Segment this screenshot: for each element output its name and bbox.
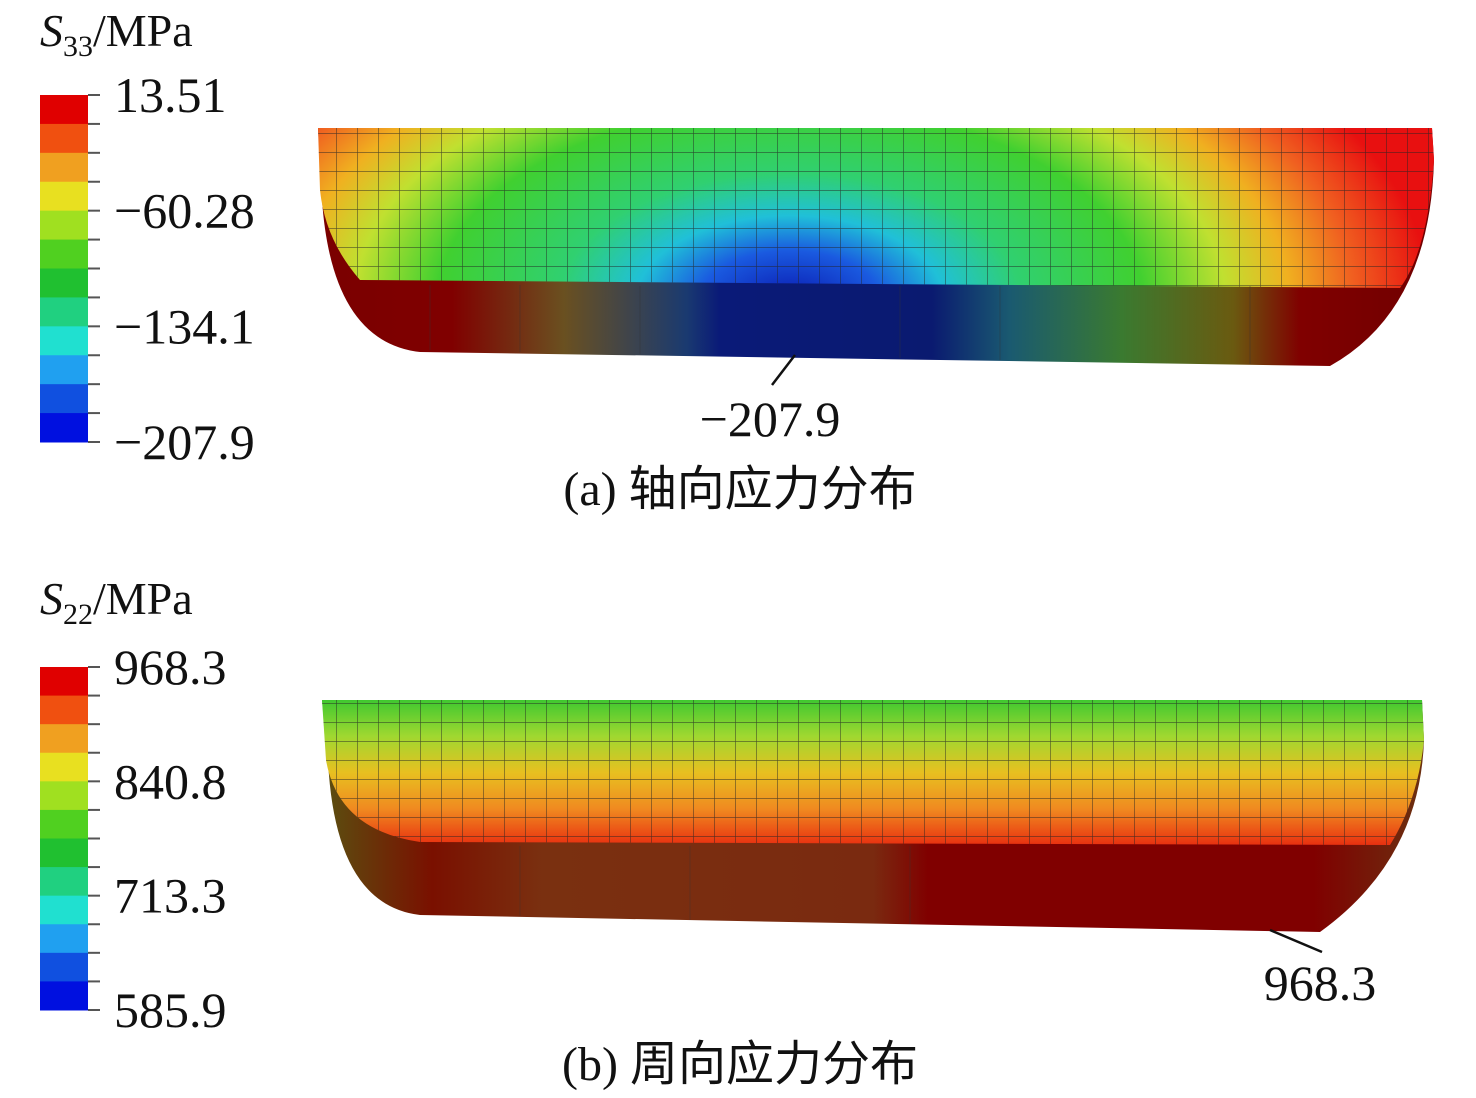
legend-label: −134.1 (114, 298, 255, 354)
legend-band (40, 95, 88, 125)
legend-band (40, 413, 88, 443)
legend-band (40, 695, 88, 725)
legend-label: −207.9 (114, 414, 255, 470)
legend-band (40, 838, 88, 868)
caption: (b) 周向应力分布 (562, 1038, 918, 1091)
legend-band (40, 752, 88, 782)
legend-band (40, 724, 88, 754)
legend-label: 585.9 (114, 982, 227, 1038)
legend-band (40, 895, 88, 925)
legend-label: 13.51 (114, 67, 227, 123)
legend-band (40, 239, 88, 269)
legend-band (40, 952, 88, 982)
legend-band (40, 667, 88, 697)
unit: /MPa (93, 5, 193, 56)
legend-band (40, 781, 88, 811)
legend-band (40, 326, 88, 356)
legend-label: 968.3 (114, 639, 227, 695)
subscript: 33 (63, 30, 93, 63)
legend-label: −60.28 (114, 183, 255, 239)
legend-label: 840.8 (114, 753, 227, 809)
legend-label: 713.3 (114, 868, 227, 924)
stress-model-b (322, 700, 1424, 932)
leader-line (1269, 928, 1323, 954)
legend-band (40, 981, 88, 1011)
annotation: 968.3 (1264, 955, 1377, 1011)
legend-band (40, 924, 88, 954)
annotation: −207.9 (700, 391, 841, 447)
legend-title: S33/MPa (40, 5, 193, 63)
legend-band (40, 210, 88, 241)
legend-band (40, 384, 88, 414)
legend-band (40, 268, 88, 298)
unit: /MPa (93, 573, 193, 624)
caption: (a) 轴向应力分布 (563, 463, 916, 516)
legend-title: S22/MPa (40, 573, 193, 631)
symbol: S (40, 5, 63, 56)
leader-line (771, 354, 796, 386)
symbol: S (40, 573, 63, 624)
legend-band (40, 297, 88, 327)
legend-band (40, 181, 88, 212)
legend-band (40, 123, 88, 154)
legend-band (40, 152, 88, 183)
legend-band (40, 867, 88, 897)
legend-band (40, 355, 88, 385)
legend-band (40, 809, 88, 839)
stress-model-a (318, 128, 1434, 366)
subscript: 22 (63, 598, 93, 631)
